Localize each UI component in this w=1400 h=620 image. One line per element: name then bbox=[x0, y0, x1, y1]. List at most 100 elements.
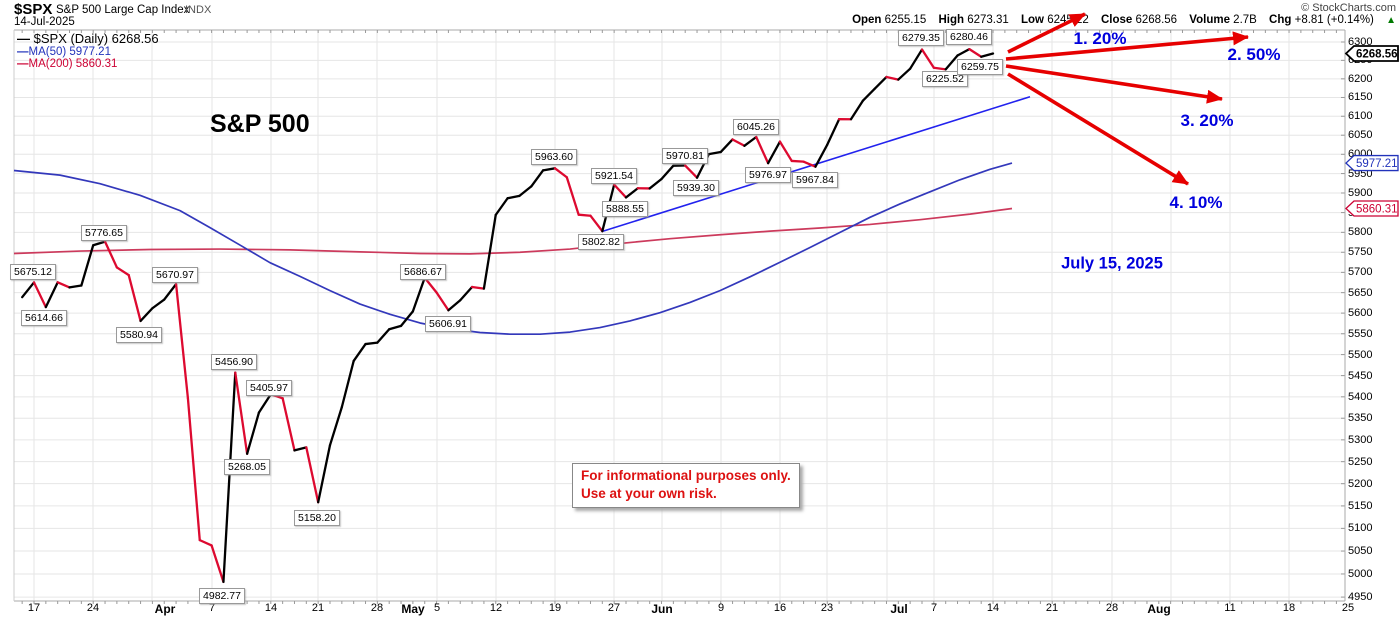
price-line-segment bbox=[613, 183, 628, 199]
open-label: Open bbox=[852, 14, 882, 26]
price-line-segment bbox=[305, 446, 320, 504]
price-line-segment bbox=[56, 281, 71, 289]
x-axis-label: 17 bbox=[27, 602, 41, 614]
price-callout: 6225.52 bbox=[922, 71, 968, 87]
price-line-segment bbox=[151, 298, 166, 310]
price-line-segment bbox=[198, 538, 213, 547]
x-axis-label: 23 bbox=[820, 602, 834, 614]
price-line-segment bbox=[44, 281, 59, 309]
price-callout: 6045.26 bbox=[733, 119, 779, 135]
price-callout: 5405.97 bbox=[246, 380, 292, 396]
scenario-label-3: 3. 20% bbox=[1180, 111, 1234, 130]
chart-date: 14-Jul-2025 bbox=[14, 16, 75, 28]
price-line-segment bbox=[174, 282, 190, 400]
scenario-label-1: 1. 20% bbox=[1073, 29, 1127, 48]
change-label: Chg bbox=[1269, 14, 1292, 26]
price-line-segment bbox=[980, 52, 995, 58]
legend-spx-label: $SPX (Daily) 6268.56 bbox=[33, 31, 159, 46]
price-line-segment bbox=[755, 135, 770, 165]
legend-item-ma200: —MA(200) 5860.31 bbox=[17, 58, 117, 70]
price-line-segment bbox=[802, 160, 817, 168]
price-line-segment bbox=[909, 48, 924, 70]
y-axis-label: 5350 bbox=[1348, 412, 1373, 425]
price-line-segment bbox=[459, 285, 474, 302]
price-line-segment bbox=[861, 87, 876, 102]
legend-ma50-label: MA(50) 5977.21 bbox=[28, 46, 111, 58]
x-axis-label: 24 bbox=[86, 602, 100, 614]
y-axis-label: 4950 bbox=[1348, 591, 1373, 604]
x-axis-label: 21 bbox=[311, 602, 325, 614]
y-axis-label: 5850 bbox=[1348, 206, 1373, 219]
price-line-segment bbox=[849, 99, 864, 121]
price-line-segment bbox=[68, 284, 83, 289]
price-callout: 5963.60 bbox=[531, 149, 577, 165]
price-line-segment bbox=[470, 285, 486, 290]
price-line-segment bbox=[186, 397, 201, 542]
y-axis-label: 5800 bbox=[1348, 226, 1373, 239]
price-line-segment bbox=[364, 341, 379, 346]
legend-item-ma50: —MA(50) 5977.21 bbox=[17, 46, 111, 58]
y-axis-label: 5400 bbox=[1348, 390, 1373, 403]
price-callout: 5967.84 bbox=[792, 172, 838, 188]
legend-ma200-label: MA(200) 5860.31 bbox=[28, 58, 118, 70]
x-axis-label: 18 bbox=[1282, 602, 1296, 614]
y-axis-label: 5950 bbox=[1348, 167, 1373, 180]
price-callout: 5776.65 bbox=[81, 225, 127, 241]
x-axis-label: 7 bbox=[208, 602, 216, 614]
price-callout: 5976.97 bbox=[745, 167, 791, 183]
price-callout: 5970.81 bbox=[662, 148, 708, 164]
y-axis-label: 5700 bbox=[1348, 266, 1373, 279]
price-line-segment bbox=[92, 240, 107, 247]
price-line-segment bbox=[80, 244, 95, 287]
y-axis-label: 5250 bbox=[1348, 455, 1373, 468]
price-callout: 5268.05 bbox=[224, 459, 270, 475]
volume-label: Volume bbox=[1189, 14, 1230, 26]
y-axis-label: 5550 bbox=[1348, 327, 1373, 340]
y-axis-label: 5100 bbox=[1348, 522, 1373, 535]
price-line-segment bbox=[684, 164, 699, 179]
price-line-segment bbox=[340, 359, 355, 409]
y-axis-label: 5150 bbox=[1348, 499, 1373, 512]
price-line-segment bbox=[139, 307, 154, 323]
open-value: 6255.15 bbox=[884, 14, 927, 26]
price-line-segment bbox=[435, 291, 450, 312]
price-line-segment bbox=[506, 194, 521, 200]
price-line-segment bbox=[589, 214, 604, 233]
price-line-segment bbox=[553, 167, 568, 179]
price-line-segment bbox=[814, 143, 829, 168]
x-axis-label: 28 bbox=[1105, 602, 1119, 614]
price-line-segment bbox=[743, 135, 758, 147]
price-callout: 5670.97 bbox=[152, 267, 198, 283]
x-axis-label: 7 bbox=[930, 602, 938, 614]
price-line-segment bbox=[127, 273, 142, 323]
price-line-segment bbox=[210, 544, 225, 584]
price-callout: 4982.77 bbox=[199, 588, 245, 604]
y-axis-label: 6150 bbox=[1348, 91, 1373, 104]
y-axis-label: 5300 bbox=[1348, 433, 1373, 446]
x-axis-label: 5 bbox=[433, 602, 441, 614]
price-callout: 5614.66 bbox=[21, 310, 67, 326]
price-line-segment bbox=[293, 446, 308, 452]
price-line-segment bbox=[790, 159, 805, 163]
y-axis-label: 5500 bbox=[1348, 348, 1373, 361]
change-up-icon: ▲ bbox=[1386, 15, 1396, 26]
y-axis-label: 6050 bbox=[1348, 129, 1373, 142]
price-line-segment bbox=[494, 197, 509, 217]
x-axis-month-label: Jul bbox=[890, 602, 908, 616]
price-line-segment bbox=[719, 138, 734, 154]
price-line-segment bbox=[103, 240, 119, 269]
y-axis-label: 5200 bbox=[1348, 477, 1373, 490]
price-line-segment bbox=[423, 276, 438, 294]
symbol-ticker: $SPX bbox=[14, 1, 53, 18]
price-line-segment bbox=[541, 167, 557, 172]
price-callout: 6279.35 bbox=[898, 30, 944, 46]
x-axis-month-label: Apr bbox=[154, 602, 176, 616]
disclaimer-line-2: Use at your own risk. bbox=[581, 486, 717, 501]
price-line-segment bbox=[530, 169, 545, 188]
y-axis-label: 5600 bbox=[1348, 307, 1373, 320]
price-callout: 6259.75 bbox=[957, 59, 1003, 75]
ma200-line bbox=[13, 207, 1013, 255]
y-axis-label: 5750 bbox=[1348, 246, 1373, 259]
